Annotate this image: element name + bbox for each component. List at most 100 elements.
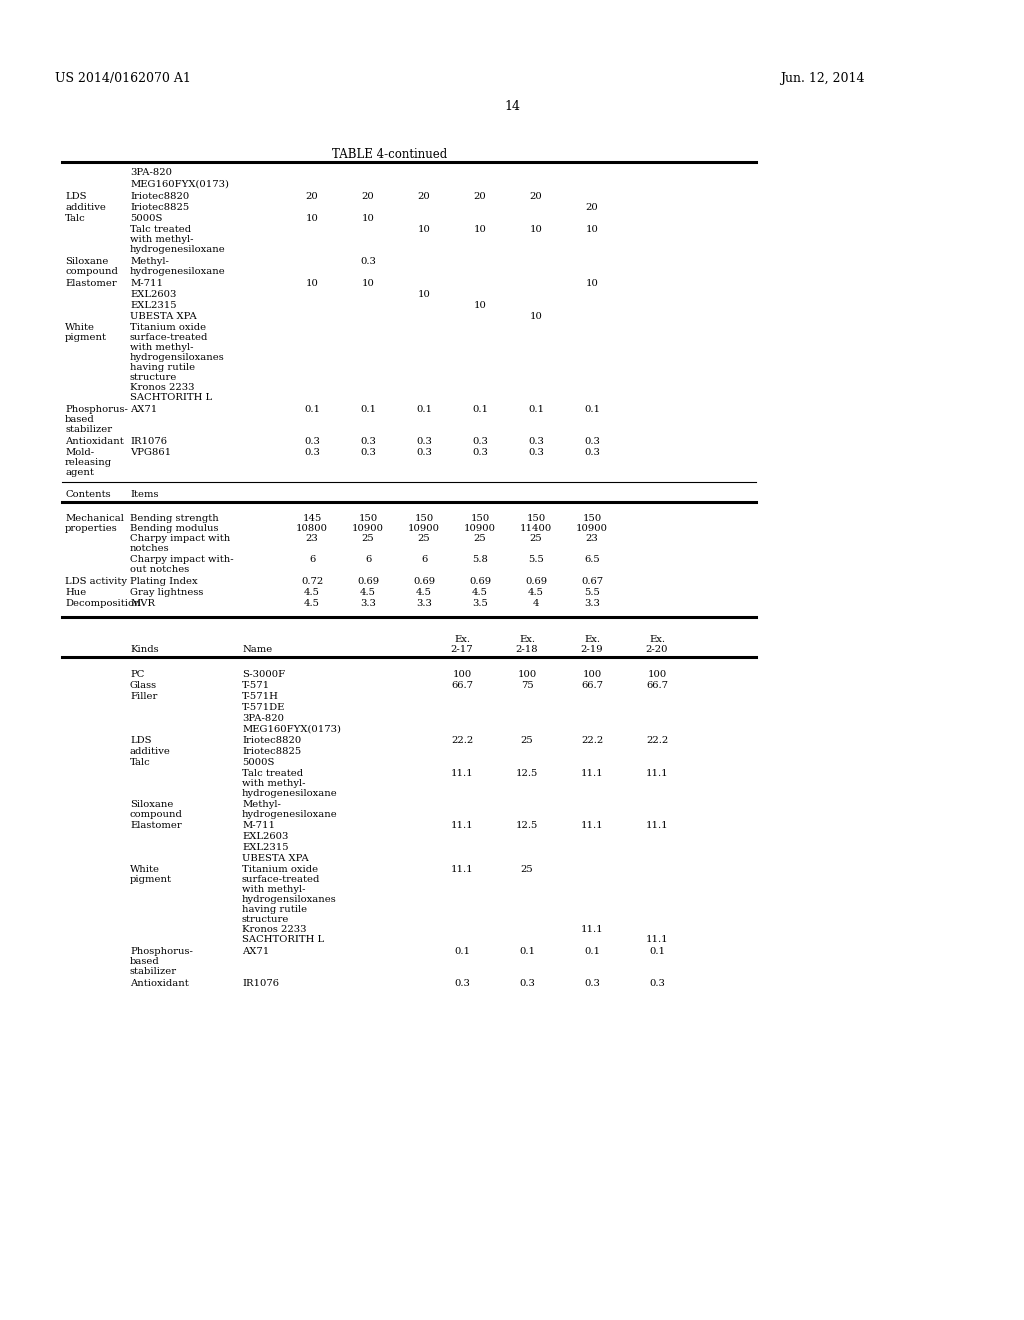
Text: 25: 25: [520, 865, 534, 874]
Text: 3PA-820: 3PA-820: [130, 168, 172, 177]
Text: structure: structure: [242, 915, 290, 924]
Text: hydrogensiloxanes: hydrogensiloxanes: [130, 352, 224, 362]
Text: 66.7: 66.7: [581, 681, 603, 690]
Text: having rutile: having rutile: [130, 363, 196, 372]
Text: 20: 20: [474, 191, 486, 201]
Text: 20: 20: [361, 191, 375, 201]
Text: AX71: AX71: [130, 405, 158, 414]
Text: LDS: LDS: [65, 191, 86, 201]
Text: Jun. 12, 2014: Jun. 12, 2014: [780, 73, 864, 84]
Text: Hue: Hue: [65, 587, 86, 597]
Text: surface-treated: surface-treated: [242, 875, 321, 884]
Text: 0.72: 0.72: [301, 577, 324, 586]
Text: 5.5: 5.5: [584, 587, 600, 597]
Text: 11.1: 11.1: [581, 770, 603, 777]
Text: Ex.: Ex.: [649, 635, 665, 644]
Text: 25: 25: [474, 535, 486, 543]
Text: Kronos 2233: Kronos 2233: [130, 383, 195, 392]
Text: 0.3: 0.3: [360, 257, 376, 267]
Text: with methyl-: with methyl-: [242, 779, 305, 788]
Text: 6: 6: [309, 554, 315, 564]
Text: structure: structure: [130, 374, 177, 381]
Text: 5.8: 5.8: [472, 554, 488, 564]
Text: based: based: [65, 414, 95, 424]
Text: Titanium oxide: Titanium oxide: [242, 865, 318, 874]
Text: Methyl-: Methyl-: [130, 257, 169, 267]
Text: 11.1: 11.1: [451, 770, 473, 777]
Text: hydrogenesiloxane: hydrogenesiloxane: [130, 246, 225, 253]
Text: 10: 10: [529, 312, 543, 321]
Text: 66.7: 66.7: [646, 681, 668, 690]
Text: Filler: Filler: [130, 692, 158, 701]
Text: compound: compound: [130, 810, 183, 818]
Text: Iriotec8825: Iriotec8825: [130, 203, 189, 213]
Text: Charpy impact with: Charpy impact with: [130, 535, 230, 543]
Text: with methyl-: with methyl-: [130, 343, 194, 352]
Text: 10800: 10800: [296, 524, 328, 533]
Text: LDS: LDS: [130, 737, 152, 744]
Text: 11.1: 11.1: [646, 770, 669, 777]
Text: Items: Items: [130, 490, 159, 499]
Text: SACHTORITH L: SACHTORITH L: [130, 393, 212, 403]
Text: 75: 75: [520, 681, 534, 690]
Text: 20: 20: [418, 191, 430, 201]
Text: 0.1: 0.1: [584, 946, 600, 956]
Text: 5000S: 5000S: [242, 758, 274, 767]
Text: 0.69: 0.69: [413, 577, 435, 586]
Text: Plating Index: Plating Index: [130, 577, 198, 586]
Text: 10: 10: [586, 224, 598, 234]
Text: 100: 100: [647, 671, 667, 678]
Text: Iriotec8825: Iriotec8825: [242, 747, 301, 756]
Text: SACHTORITH L: SACHTORITH L: [242, 935, 325, 944]
Text: 11.1: 11.1: [646, 821, 669, 830]
Text: Methyl-: Methyl-: [242, 800, 281, 809]
Text: 0.3: 0.3: [472, 447, 488, 457]
Text: MEG160FYX(0173): MEG160FYX(0173): [130, 180, 229, 189]
Text: 0.3: 0.3: [519, 979, 535, 987]
Text: 25: 25: [418, 535, 430, 543]
Text: 11.1: 11.1: [451, 821, 473, 830]
Text: 0.3: 0.3: [528, 437, 544, 446]
Text: 20: 20: [305, 191, 318, 201]
Text: 3.3: 3.3: [584, 599, 600, 609]
Text: 5.5: 5.5: [528, 554, 544, 564]
Text: T-571DE: T-571DE: [242, 704, 286, 711]
Text: Glass: Glass: [130, 681, 157, 690]
Text: 4.5: 4.5: [304, 587, 319, 597]
Text: 3.3: 3.3: [416, 599, 432, 609]
Text: Antioxidant: Antioxidant: [130, 979, 188, 987]
Text: out notches: out notches: [130, 565, 189, 574]
Text: White: White: [65, 323, 95, 333]
Text: 10: 10: [418, 290, 430, 300]
Text: 6: 6: [421, 554, 427, 564]
Text: 10900: 10900: [575, 524, 608, 533]
Text: Antioxidant: Antioxidant: [65, 437, 124, 446]
Text: Mechanical: Mechanical: [65, 513, 124, 523]
Text: 66.7: 66.7: [451, 681, 473, 690]
Text: 100: 100: [583, 671, 602, 678]
Text: Decomposition: Decomposition: [65, 599, 140, 609]
Text: Ex.: Ex.: [584, 635, 600, 644]
Text: 150: 150: [358, 513, 378, 523]
Text: 22.2: 22.2: [646, 737, 668, 744]
Text: 4.5: 4.5: [416, 587, 432, 597]
Text: 150: 150: [526, 513, 546, 523]
Text: Gray lightness: Gray lightness: [130, 587, 204, 597]
Text: IR1076: IR1076: [130, 437, 167, 446]
Text: 11400: 11400: [520, 524, 552, 533]
Text: 10900: 10900: [408, 524, 440, 533]
Text: 25: 25: [520, 737, 534, 744]
Text: 20: 20: [586, 203, 598, 213]
Text: 23: 23: [586, 535, 598, 543]
Text: with methyl-: with methyl-: [242, 884, 305, 894]
Text: EXL2315: EXL2315: [130, 301, 176, 310]
Text: additive: additive: [65, 203, 105, 213]
Text: IR1076: IR1076: [242, 979, 279, 987]
Text: M-711: M-711: [130, 279, 163, 288]
Text: 4.5: 4.5: [472, 587, 488, 597]
Text: Elastomer: Elastomer: [65, 279, 117, 288]
Text: Iriotec8820: Iriotec8820: [130, 191, 189, 201]
Text: 2-17: 2-17: [451, 645, 473, 653]
Text: pigment: pigment: [65, 333, 106, 342]
Text: 14: 14: [504, 100, 520, 114]
